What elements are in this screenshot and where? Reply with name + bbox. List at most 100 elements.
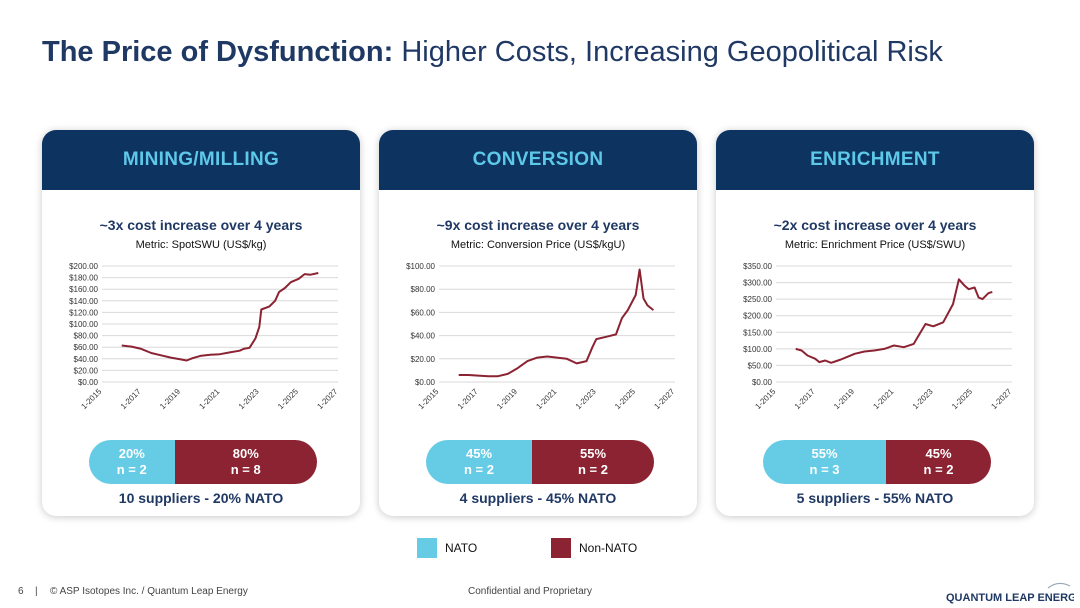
legend-nato: NATO xyxy=(417,538,477,558)
nato-segment: 45% n = 2 xyxy=(426,440,533,484)
x-tick-label: 1-2021 xyxy=(197,387,221,411)
x-tick-label: 1-2017 xyxy=(119,387,143,411)
x-tick-label: 1-2015 xyxy=(753,387,777,411)
nato-split-bar: 20% n = 2 80% n = 8 xyxy=(89,440,317,484)
x-tick-label: 1-2021 xyxy=(871,387,895,411)
x-tick-label: 1-2023 xyxy=(574,387,598,411)
x-tick-label: 1-2017 xyxy=(456,387,480,411)
y-tick-label: $60.00 xyxy=(411,308,436,317)
cost-headline: ~2x cost increase over 4 years xyxy=(773,217,977,233)
y-tick-label: $0.00 xyxy=(415,378,436,387)
y-tick-label: $160.00 xyxy=(69,285,98,294)
x-tick-label: 1-2027 xyxy=(989,387,1013,411)
legend-nato-label: NATO xyxy=(445,541,478,555)
suppliers-summary: 5 suppliers - 55% NATO xyxy=(796,490,954,506)
y-tick-label: $20.00 xyxy=(411,355,436,364)
enrichment-price-chart: $0.00 $50.00 $100.00 $150.00 $200.00 $250.00 $… xyxy=(743,262,1014,411)
card-enrichment: ENRICHMENT ~2x cost increase over 4 year… xyxy=(716,130,1034,516)
suppliers-summary: 10 suppliers - 20% NATO xyxy=(118,490,284,506)
y-tick-label: $100.00 xyxy=(69,320,98,329)
nato-count: n = 2 xyxy=(464,462,494,477)
card-header: CONVERSION xyxy=(379,130,697,190)
y-tick-label: $140.00 xyxy=(69,297,98,306)
y-tick-label: $40.00 xyxy=(411,332,436,341)
y-tick-label: $60.00 xyxy=(74,343,99,352)
cost-headline: ~9x cost increase over 4 years xyxy=(436,217,640,233)
nato-percent: 55% xyxy=(811,446,838,461)
y-tick-label: $350.00 xyxy=(743,262,772,271)
non-nato-segment: 45% n = 2 xyxy=(886,440,991,484)
mining-price-chart: $0.00 $20.00 $40.00 $60.00 $80.00 $100.00 $120… xyxy=(69,262,340,411)
non-nato-swatch xyxy=(551,538,571,558)
x-tick-label: 1-2023 xyxy=(237,387,261,411)
x-tick-label: 1-2015 xyxy=(416,387,440,411)
non-nato-count: n = 8 xyxy=(230,462,261,477)
card-header-label: ENRICHMENT xyxy=(810,149,940,170)
suppliers-summary: 4 suppliers - 45% NATO xyxy=(459,490,617,506)
non-nato-percent: 80% xyxy=(232,446,259,461)
card-conversion: CONVERSION ~9x cost increase over 4 year… xyxy=(379,130,697,516)
page-title-rest: Higher Costs, Increasing Geopolitical Ri… xyxy=(393,36,943,68)
non-nato-segment: 80% n = 8 xyxy=(174,440,317,484)
x-tick-label: 1-2025 xyxy=(950,387,974,411)
y-tick-label: $120.00 xyxy=(69,308,98,317)
logo-swoosh xyxy=(1047,582,1071,589)
non-nato-count: n = 2 xyxy=(578,462,608,477)
non-nato-percent: 45% xyxy=(925,446,952,461)
quantum-leap-energy-logo: QUANTUM LEAP ENERGY xyxy=(946,582,1074,604)
price-series-line xyxy=(795,278,993,364)
x-tick-label: 1-2025 xyxy=(276,387,300,411)
card-header: MINING/MILLING xyxy=(42,130,360,190)
footer-separator: | xyxy=(35,586,38,597)
non-nato-count: n = 2 xyxy=(923,462,954,477)
legend-non-nato-label: Non-NATO xyxy=(579,541,638,555)
non-nato-segment: 55% n = 2 xyxy=(532,440,654,484)
y-tick-label: $180.00 xyxy=(69,274,98,283)
y-tick-label: $80.00 xyxy=(74,332,99,341)
nato-percent: 20% xyxy=(118,446,145,461)
card-header-label: CONVERSION xyxy=(472,149,604,170)
x-tick-label: 1-2027 xyxy=(315,387,339,411)
metric-label: Metric: Conversion Price (US$/kgU) xyxy=(450,239,626,251)
card-header-label: MINING/MILLING xyxy=(122,149,280,170)
non-nato-percent: 55% xyxy=(579,446,607,461)
nato-count: n = 2 xyxy=(116,462,147,477)
metric-label: Metric: Enrichment Price (US$/SWU) xyxy=(784,239,966,251)
x-tick-label: 1-2019 xyxy=(495,387,519,411)
cost-headline: ~3x cost increase over 4 years xyxy=(99,217,303,233)
nato-segment: 20% n = 2 xyxy=(89,440,175,484)
x-tick-label: 1-2019 xyxy=(832,387,856,411)
y-tick-label: $300.00 xyxy=(743,279,772,288)
nato-swatch xyxy=(417,538,437,558)
y-tick-label: $200.00 xyxy=(743,312,772,321)
x-tick-label: 1-2017 xyxy=(793,387,817,411)
x-tick-label: 1-2019 xyxy=(158,387,182,411)
y-tick-label: $20.00 xyxy=(74,366,99,375)
page-number: 6 xyxy=(18,586,24,597)
y-tick-label: $40.00 xyxy=(74,355,99,364)
y-tick-label: $100.00 xyxy=(743,345,772,354)
x-tick-label: 1-2027 xyxy=(652,387,676,411)
nato-split-bar: 55% n = 3 45% n = 2 xyxy=(763,440,991,484)
legend-non-nato: Non-NATO xyxy=(551,538,637,558)
x-tick-label: 1-2015 xyxy=(79,387,103,411)
y-tick-label: $150.00 xyxy=(743,328,772,337)
x-tick-label: 1-2021 xyxy=(534,387,558,411)
footer-copyright: © ASP Isotopes Inc. / Quantum Leap Energ… xyxy=(50,586,248,597)
page-title: The Price of Dysfunction: Higher Costs, … xyxy=(42,36,943,69)
metric-label: Metric: SpotSWU (US$/kg) xyxy=(135,239,267,251)
x-tick-label: 1-2023 xyxy=(911,387,935,411)
logo-text: QUANTUM LEAP ENERGY xyxy=(946,592,1074,604)
nato-split-bar: 45% n = 2 55% n = 2 xyxy=(426,440,654,484)
nato-segment: 55% n = 3 xyxy=(763,440,887,484)
y-tick-label: $200.00 xyxy=(69,262,98,271)
footer-confidential: Confidential and Proprietary xyxy=(468,586,592,597)
conversion-price-chart: $0.00 $20.00 $40.00 $60.00 $80.00 $100.00 1-20… xyxy=(406,262,677,411)
y-tick-label: $0.00 xyxy=(752,378,773,387)
y-tick-label: $50.00 xyxy=(748,361,773,370)
price-series-line xyxy=(458,268,655,378)
nato-count: n = 3 xyxy=(809,462,840,477)
y-tick-label: $80.00 xyxy=(411,285,436,294)
price-series-line xyxy=(121,272,319,362)
x-tick-label: 1-2025 xyxy=(613,387,637,411)
